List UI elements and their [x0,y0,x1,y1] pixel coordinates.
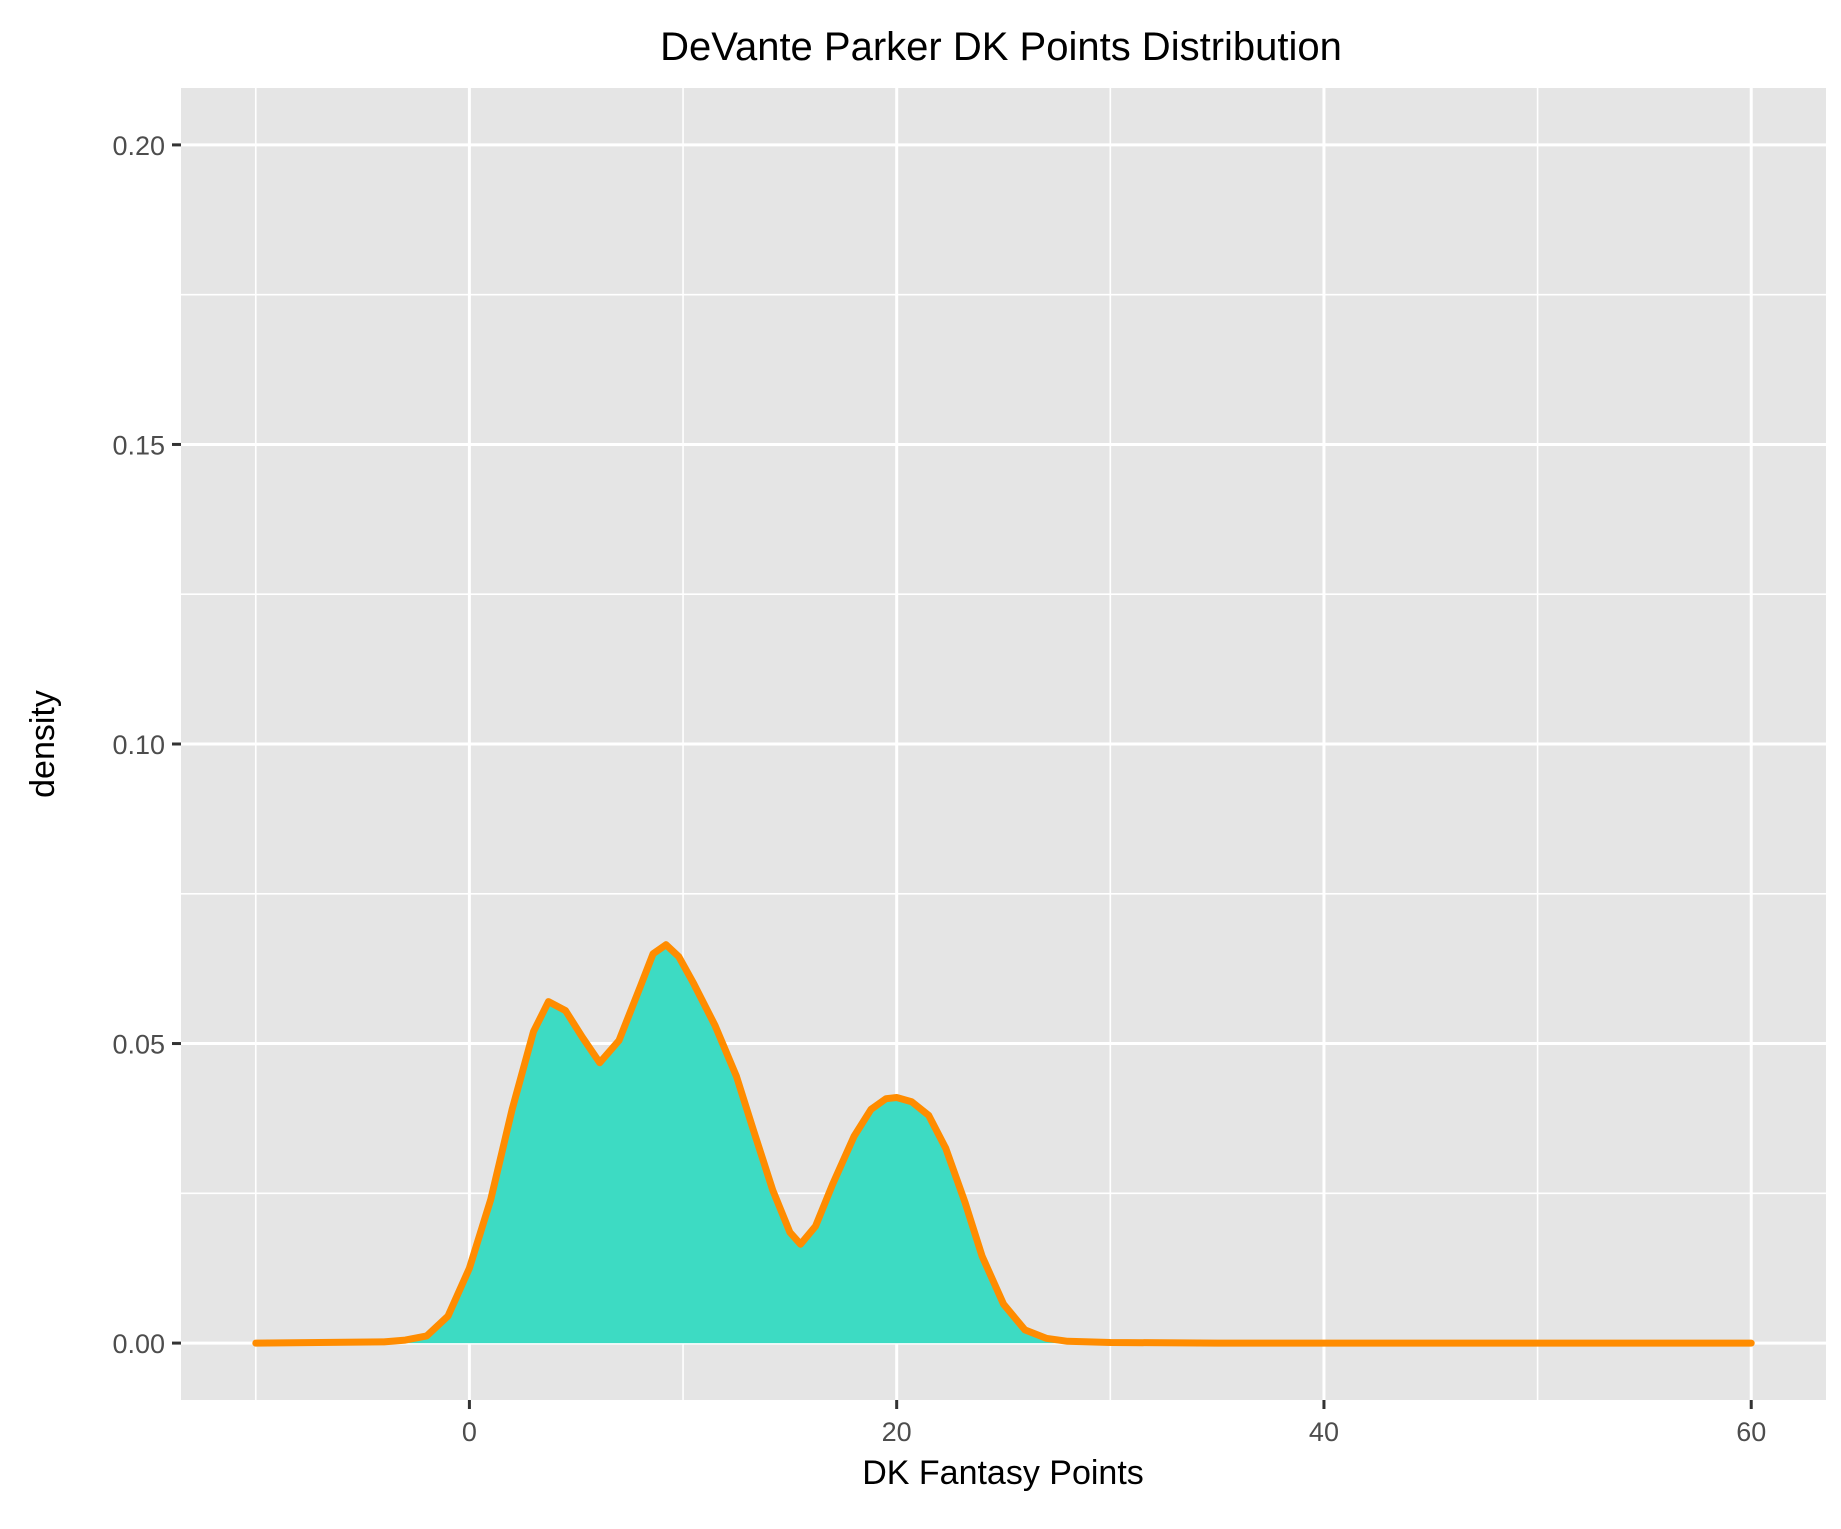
x-tick-label: 20 [882,1417,912,1447]
density-area [255,944,1752,1344]
x-tick-label: 40 [1309,1417,1339,1447]
y-tick-label: 0.00 [112,1329,165,1359]
y-tick-label: 0.10 [112,730,165,760]
y-axis-title: density [24,690,62,798]
y-tick-label: 0.05 [112,1030,165,1060]
y-axis: 0.00 0.05 0.10 0.15 0.20 [112,131,181,1359]
chart-title: DeVante Parker DK Points Distribution [660,25,1342,69]
x-axis: 0 20 40 60 [462,1400,1766,1447]
y-tick-label: 0.20 [112,131,165,161]
y-tick-label: 0.15 [112,430,165,460]
density-curve [252,941,1755,1347]
x-axis-title: DK Fantasy Points [862,1454,1144,1492]
x-tick-label: 0 [462,1417,477,1447]
x-tick-label: 60 [1736,1417,1766,1447]
